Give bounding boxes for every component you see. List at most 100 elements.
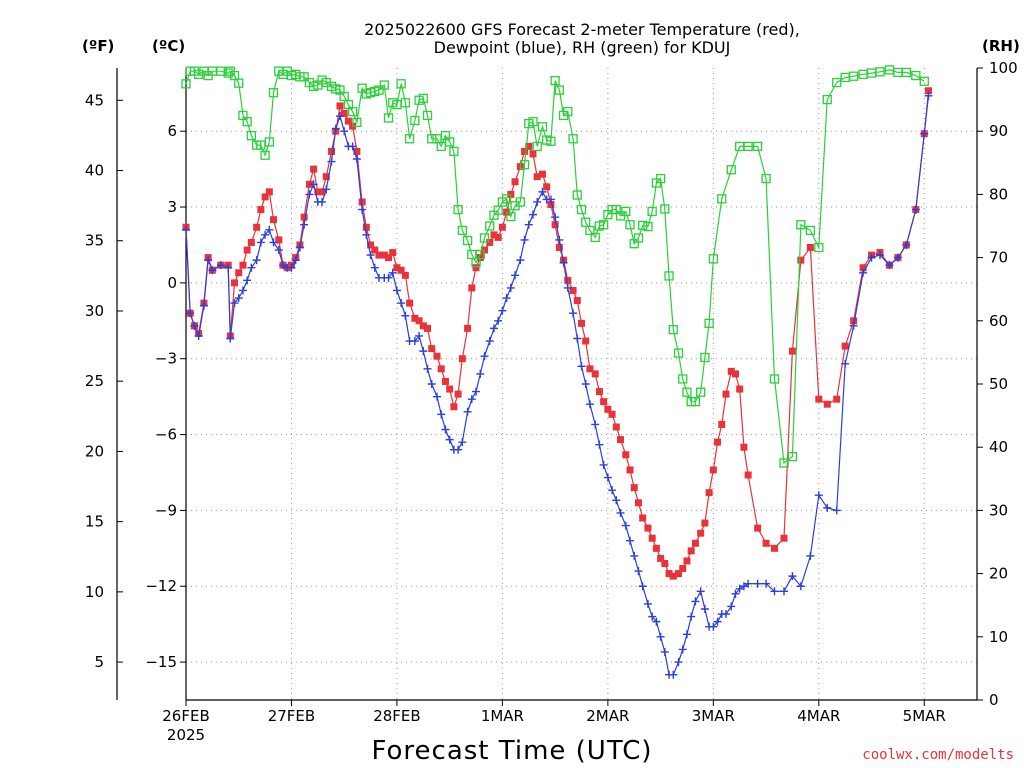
c-tick-label: −12 (145, 577, 177, 595)
temperature-point (328, 147, 336, 155)
f-tick-label: 45 (85, 91, 104, 109)
temperature-point (511, 178, 519, 186)
temperature-point (353, 147, 361, 155)
temperature-point (450, 403, 458, 411)
dewpoint-point (524, 220, 533, 229)
dewpoint-point (634, 567, 643, 576)
dewpoint-point (261, 230, 270, 239)
unit-label-rh: (RH) (982, 37, 1020, 55)
temperature-point (683, 557, 691, 565)
dewpoint-point (643, 599, 652, 608)
temperature-point (367, 241, 375, 249)
x-tick-label: 28FEB (373, 707, 420, 725)
temperature-point (833, 395, 841, 403)
dewpoint-point (779, 587, 788, 596)
dewpoint-point (300, 220, 309, 229)
temperature-point (239, 261, 247, 269)
dewpoint-point (458, 438, 467, 447)
rh-point (532, 141, 542, 152)
temperature-point (235, 269, 243, 277)
rh-point (752, 141, 763, 152)
temperature-point (464, 324, 472, 332)
temperature-point (634, 499, 642, 507)
temperature-point (336, 102, 344, 110)
x-tick-label: 4MAR (797, 707, 840, 725)
rh-point (769, 374, 780, 384)
dewpoint-point (441, 425, 450, 434)
rh-tick-label: 100 (989, 59, 1018, 77)
rh-point (572, 190, 582, 200)
rh-point (761, 173, 771, 184)
dewpoint-point (238, 286, 247, 295)
temperature-point (411, 314, 419, 322)
temperature-point (617, 436, 625, 444)
rh-point (901, 67, 911, 78)
temperature-point (727, 367, 735, 375)
x-tick-label: 5MAR (903, 707, 946, 725)
dewpoint-point (669, 670, 678, 679)
temperature-point (389, 249, 397, 257)
rh-point (814, 242, 824, 253)
temperature-point (644, 524, 652, 532)
temperature-point (608, 410, 616, 418)
temperature-point (780, 534, 788, 542)
dewpoint-point (902, 240, 911, 249)
x-tick-label: 27FEB (268, 707, 315, 725)
dewpoint-point (612, 496, 621, 505)
dewpoint-point (591, 420, 600, 429)
chart-title-line2: Dewpoint (blue), RH (green) for KDUJ (434, 38, 731, 57)
rh-point (647, 206, 657, 217)
rh-point (374, 85, 384, 95)
dewpoint-point (867, 253, 876, 262)
temperature-point (797, 256, 805, 264)
dewpoint-point (243, 276, 252, 285)
temperature-point (424, 324, 432, 332)
temperature-point (806, 243, 814, 251)
dewpoint-point (516, 256, 525, 265)
rh-point (453, 204, 463, 215)
temperature-point (709, 466, 717, 474)
temperature-point (823, 400, 831, 408)
f-tick-label: 10 (85, 583, 104, 601)
rh-point (299, 72, 309, 82)
dewpoint-point (226, 334, 235, 343)
rh-point (668, 324, 678, 335)
dewpoint-point (555, 235, 564, 244)
dewpoint-point (739, 582, 748, 591)
temperature-point (718, 420, 726, 428)
dewpoint-point (595, 440, 604, 449)
dewpoint-point (327, 157, 336, 166)
rh-point (655, 173, 666, 184)
dewpoint-point (660, 647, 669, 656)
dewpoint-point (696, 587, 705, 596)
temperature-point (543, 183, 551, 191)
dewpoint-point (454, 445, 463, 454)
temperature-point (318, 188, 326, 196)
dewpoint-point (585, 400, 594, 409)
temperature-point (476, 254, 484, 262)
dewpoint-point (533, 197, 542, 206)
rh-point (445, 137, 455, 147)
rh-tick-label: 90 (989, 122, 1008, 140)
temperature-point (771, 544, 779, 552)
temperature-point (697, 529, 705, 537)
f-tick-label: 20 (85, 442, 104, 460)
temperature-point (754, 524, 762, 532)
temperature-point (604, 405, 612, 413)
chart-title-line1: 2025022600 GFS Forecast 2-meter Temperat… (364, 20, 800, 39)
dewpoint-point (823, 503, 832, 512)
temperature-point (275, 236, 283, 244)
temperature-point (253, 223, 261, 231)
temperature-point (419, 322, 427, 330)
temperature-point (740, 443, 748, 451)
temperature-point (622, 451, 630, 459)
temperature-point (358, 198, 366, 206)
rh-point (410, 115, 420, 126)
dewpoint-point (638, 582, 647, 591)
temperature-point (586, 365, 594, 373)
rh-point (585, 225, 595, 236)
rh-point (598, 220, 609, 230)
temperature-point (344, 117, 352, 125)
c-tick-label: 0 (167, 274, 177, 292)
rh-point (704, 318, 714, 328)
